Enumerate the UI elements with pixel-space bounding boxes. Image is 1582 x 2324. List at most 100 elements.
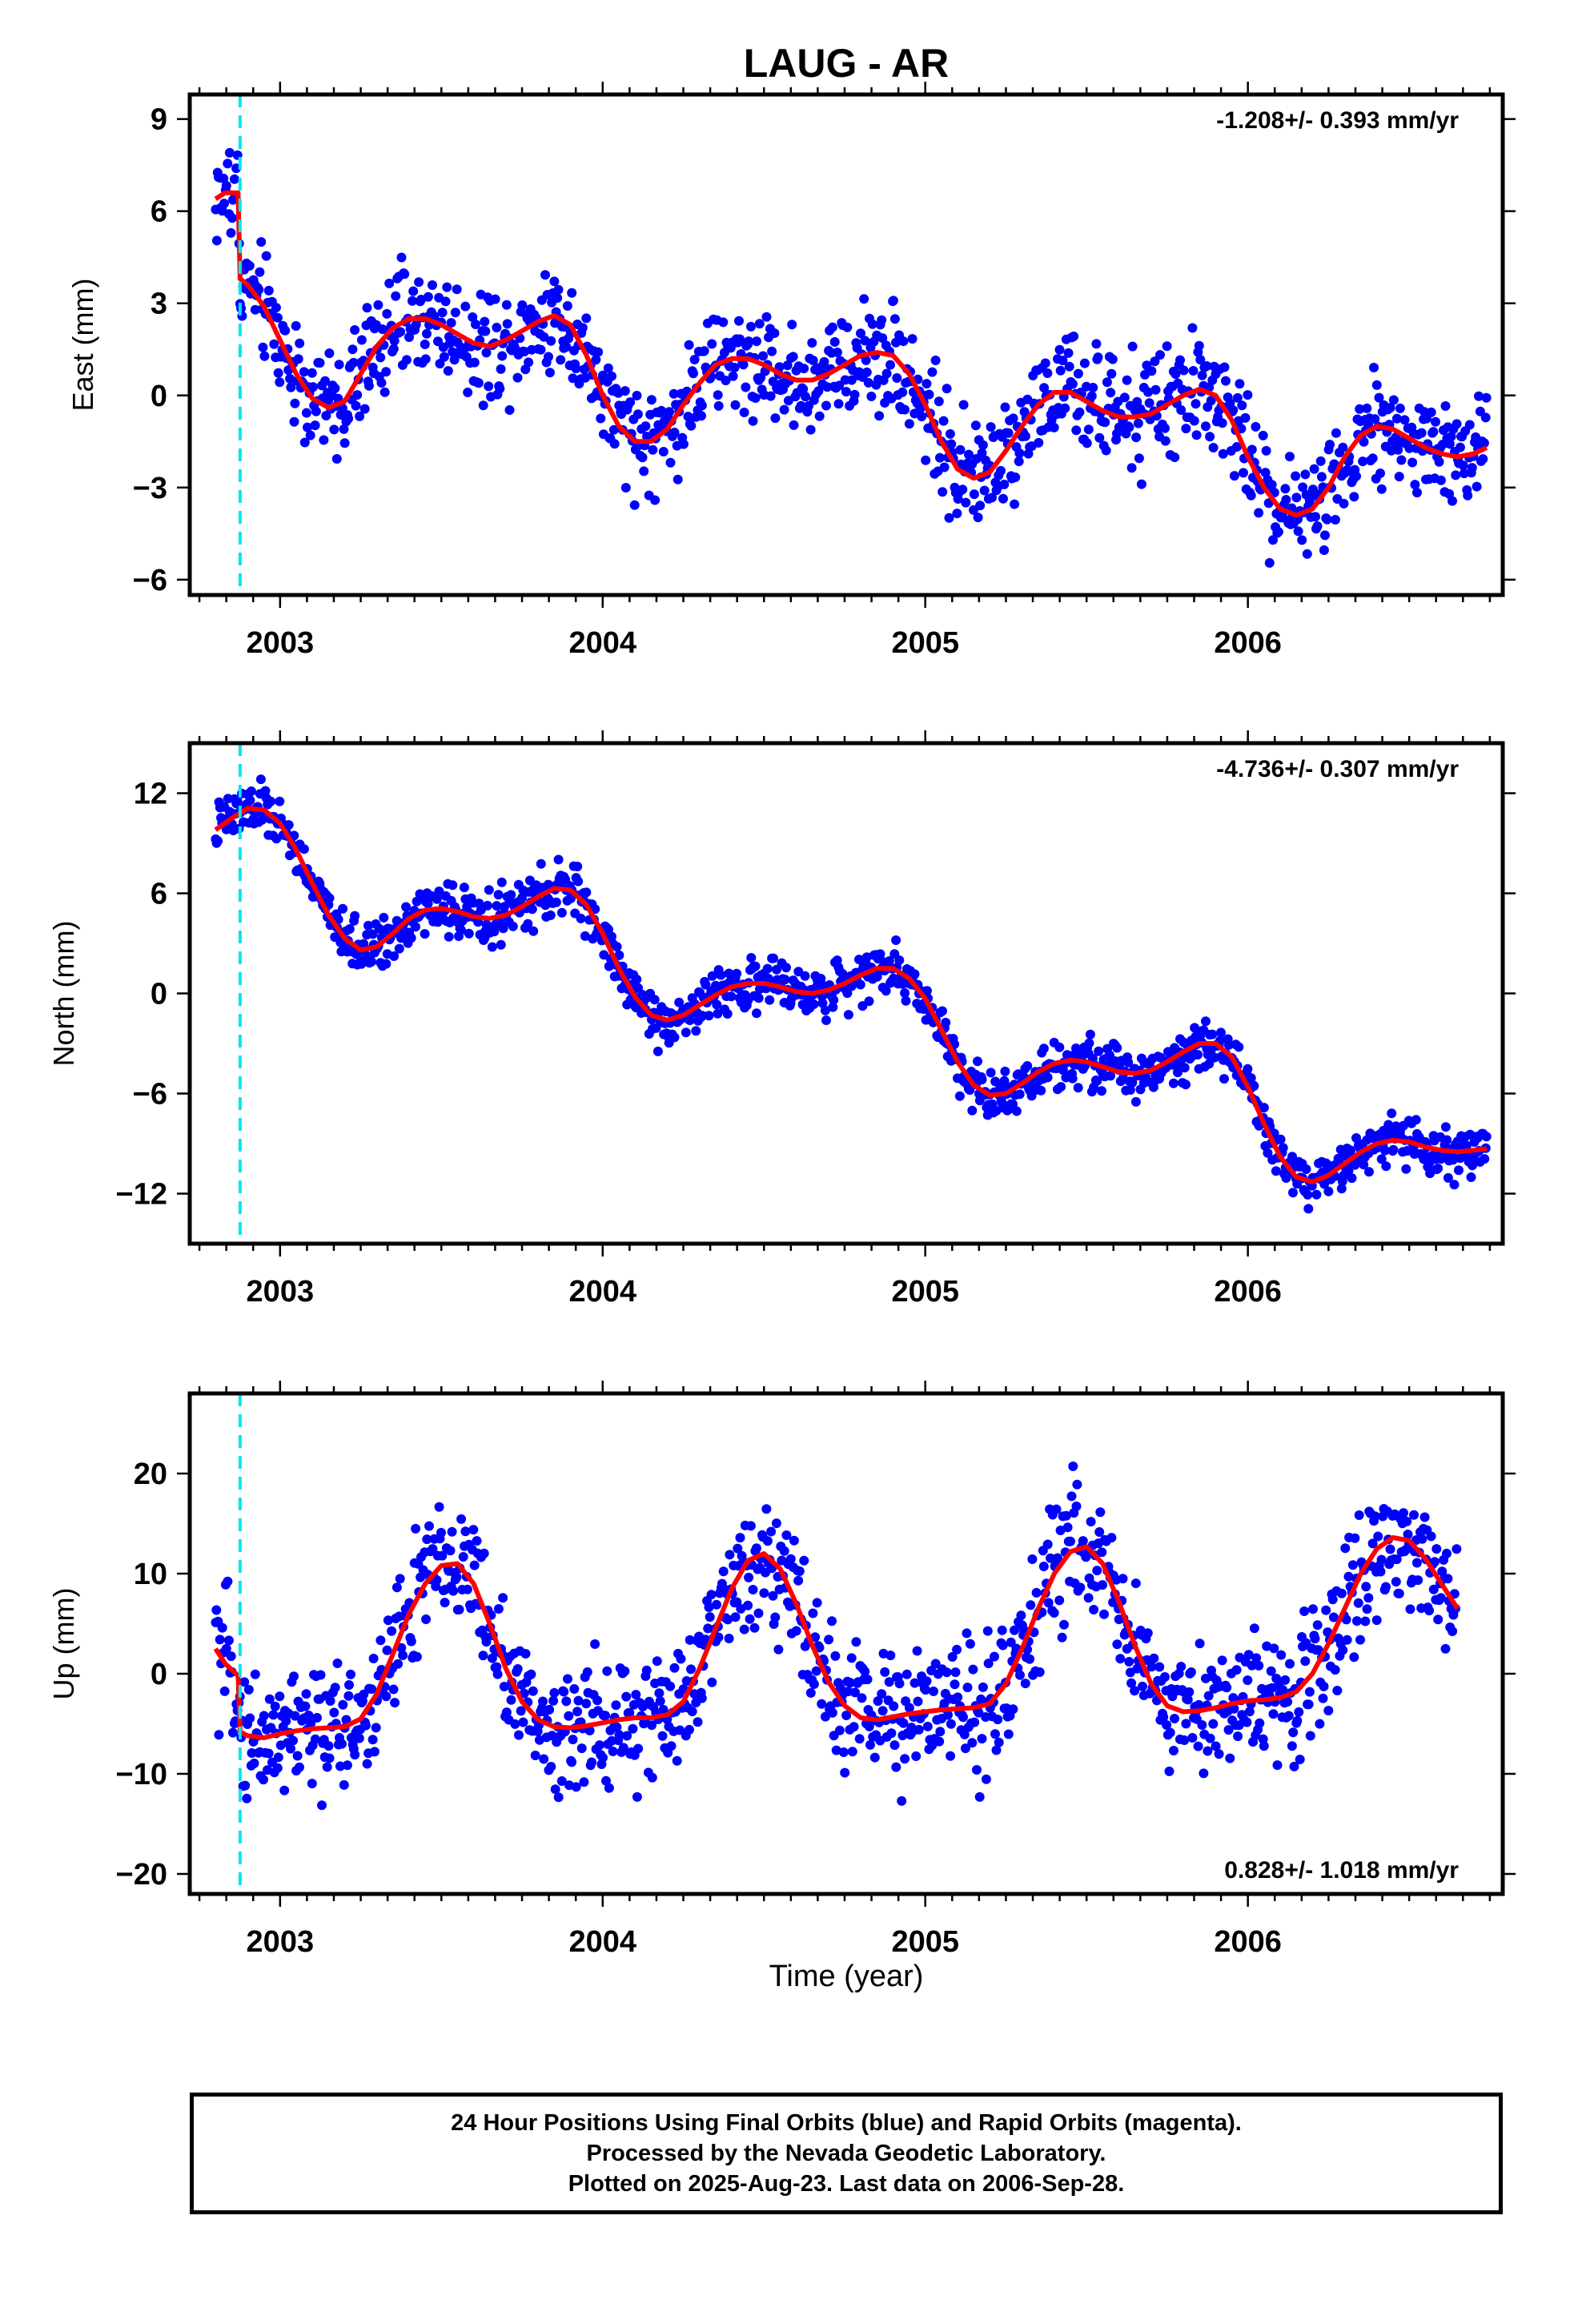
east-point: [996, 465, 1006, 476]
east-point: [986, 422, 996, 432]
up-point: [781, 1530, 792, 1540]
up-point: [912, 1646, 922, 1656]
north-point: [875, 949, 885, 959]
east-point: [1014, 456, 1024, 467]
east-point: [665, 407, 674, 417]
up-point: [1179, 1735, 1190, 1745]
east-point: [449, 355, 460, 365]
east-point: [1162, 341, 1172, 352]
north-point: [576, 913, 586, 923]
east-point: [305, 430, 315, 440]
up-point: [460, 1526, 471, 1537]
east-point: [1393, 444, 1403, 455]
up-point: [1327, 1594, 1338, 1605]
up-point: [1034, 1667, 1045, 1677]
east-point: [536, 344, 546, 355]
up-point: [751, 1543, 761, 1554]
east-point: [552, 293, 563, 304]
east-point: [324, 348, 335, 359]
up-point: [587, 1757, 596, 1767]
north-point: [367, 956, 376, 967]
up-point: [1305, 1731, 1315, 1741]
up-point: [1225, 1753, 1235, 1763]
north-point: [573, 876, 584, 887]
east-point: [1060, 403, 1070, 413]
north-point: [389, 951, 400, 961]
up-x-ticks: [177, 1381, 1516, 1907]
east-point: [1064, 361, 1074, 372]
up-point: [724, 1634, 734, 1643]
east-point: [1119, 392, 1130, 403]
east-point: [460, 301, 471, 312]
north-point: [780, 975, 790, 985]
up-point: [387, 1626, 397, 1636]
up-point: [672, 1755, 682, 1766]
up-point: [1394, 1588, 1404, 1598]
east-point: [502, 319, 512, 329]
up-point: [270, 1701, 280, 1711]
north-point: [772, 964, 781, 975]
east-point: [849, 389, 860, 400]
up-point: [952, 1644, 962, 1655]
north-point: [493, 890, 504, 900]
east-point: [979, 485, 990, 496]
up-point: [1458, 0, 1468, 5]
east-point: [1003, 428, 1014, 438]
up-panel: 2003 2004 2005 2006 −20 −10 0 10 20 Up (mm) 0.828+…: [47, 0, 1516, 1959]
east-point: [549, 276, 560, 287]
up-point: [1057, 1632, 1067, 1642]
east-point: [1267, 480, 1277, 490]
north-point: [487, 942, 497, 952]
east-point: [334, 360, 344, 370]
north-points: [211, 774, 1492, 1214]
up-point: [1061, 1510, 1071, 1521]
up-point: [1126, 1678, 1137, 1688]
up-point: [1353, 1598, 1363, 1608]
up-point: [1330, 1665, 1340, 1675]
north-point: [1343, 1165, 1354, 1176]
north-point: [1311, 1189, 1322, 1200]
up-point: [549, 1687, 560, 1698]
up-point: [584, 1726, 595, 1735]
up-point: [851, 1637, 861, 1647]
up-point: [1447, 1626, 1458, 1636]
up-point: [1464, 0, 1474, 5]
north-point: [986, 1068, 996, 1078]
north-point: [607, 931, 616, 942]
up-point: [579, 1777, 589, 1787]
east-point: [1102, 377, 1112, 388]
up-point: [424, 1521, 434, 1531]
east-point: [1243, 390, 1253, 400]
north-point: [722, 1009, 733, 1019]
east-point: [440, 296, 451, 307]
east-point: [625, 397, 636, 408]
up-point: [877, 1706, 888, 1716]
east-point: [955, 444, 966, 455]
east-point: [593, 347, 604, 357]
north-point: [344, 924, 355, 934]
up-point: [239, 1677, 250, 1687]
north-point: [1388, 1144, 1399, 1155]
up-point: [339, 1779, 349, 1790]
up-point: [846, 1653, 857, 1663]
up-point: [548, 1695, 559, 1706]
east-point: [741, 382, 751, 392]
east-point: [1280, 484, 1291, 494]
east-point: [1459, 468, 1469, 479]
east-point: [1431, 416, 1440, 427]
north-point: [444, 931, 454, 942]
up-point: [1038, 1562, 1049, 1571]
east-point: [1322, 514, 1332, 525]
north-y-tick-label: 6: [151, 878, 167, 911]
up-point: [250, 1669, 260, 1679]
east-point: [1101, 445, 1111, 456]
east-point: [744, 336, 754, 347]
east-point: [798, 384, 809, 394]
up-point: [921, 1676, 932, 1687]
up-point: [367, 1684, 377, 1695]
north-point: [701, 979, 711, 990]
up-point: [506, 1695, 516, 1705]
east-point: [258, 342, 268, 352]
up-point: [1283, 1711, 1294, 1721]
up-point: [1068, 1462, 1078, 1471]
